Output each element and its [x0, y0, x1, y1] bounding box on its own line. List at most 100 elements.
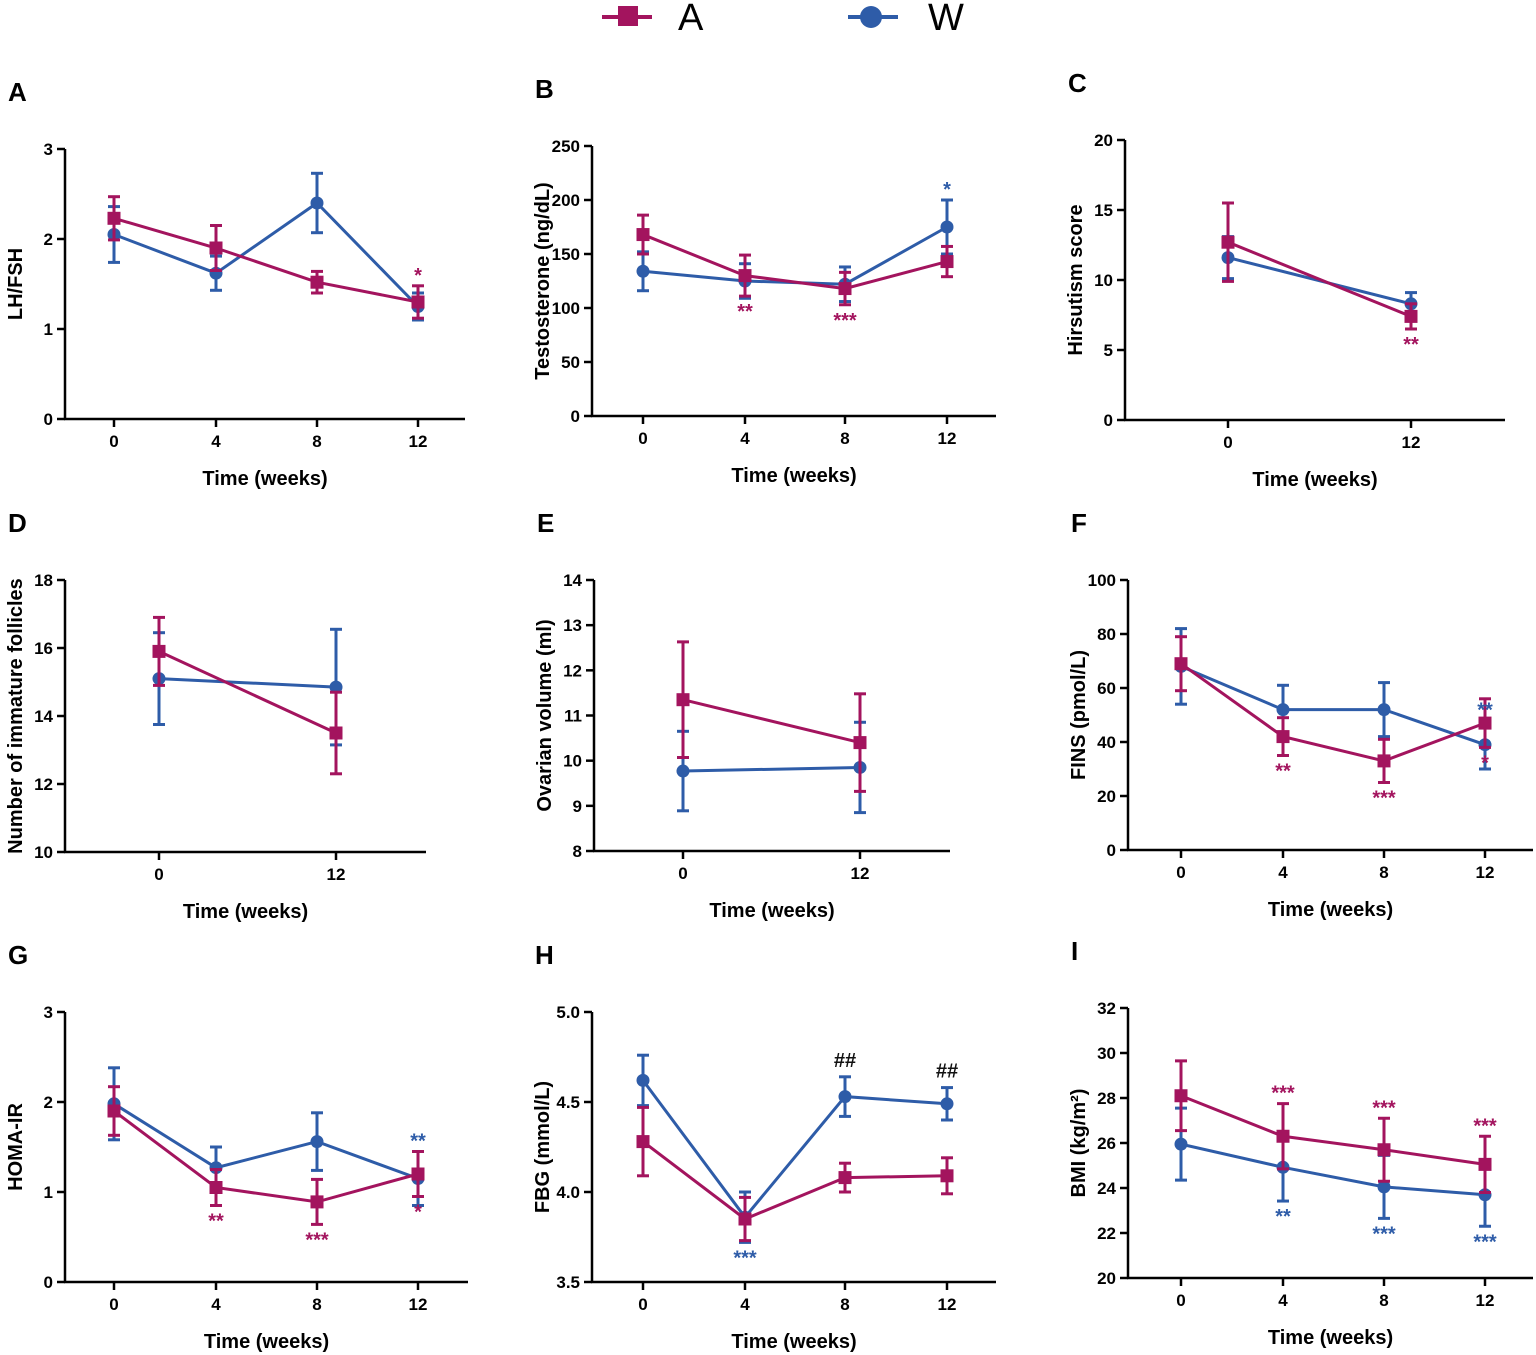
panel-e-ytick-label: 8	[573, 842, 582, 861]
panel-f: F 0 20 40 60 80 100 0 4 8 12 Time (weeks) FINS (pmol…	[1068, 508, 1533, 921]
panel-c-series-a	[1221, 201, 1418, 331]
panel-f-series-a-point	[1377, 754, 1391, 768]
panel-c-ytick-label: 15	[1094, 201, 1113, 220]
panel-f-ytick-label: 0	[1107, 841, 1116, 860]
panel-b-ytick-label: 100	[552, 299, 580, 318]
panel-d-xlabel: Time (weeks)	[183, 901, 308, 923]
panel-f-xlabel: Time (weeks)	[1268, 899, 1393, 921]
panel-b-annotation: ***	[833, 310, 857, 332]
panel-c-letter: C	[1068, 68, 1087, 98]
panel-i-xtick-label: 8	[1379, 1291, 1388, 1310]
panel-g-ytick-label: 2	[44, 1093, 53, 1112]
panel-i-annotation: ***	[1473, 1231, 1497, 1253]
panel-e-series-a	[676, 640, 867, 793]
panel-f-xtick-label: 8	[1379, 863, 1388, 882]
panel-b-ytick-label: 0	[571, 407, 580, 426]
panel-e-series-a-point	[853, 736, 867, 750]
panel-e-xtick-label: 12	[851, 864, 870, 883]
panel-h-series-a-point	[636, 1135, 650, 1149]
panel-e-letter: E	[537, 508, 554, 538]
panel-e-series-a-point	[676, 693, 690, 707]
panel-h-annotation: ##	[834, 1050, 856, 1072]
panel-b-xtick-label: 0	[638, 429, 647, 448]
panel-f-letter: F	[1071, 508, 1087, 538]
panel-i-annotation: ***	[1372, 1223, 1396, 1245]
panel-f-annotation: **	[1477, 699, 1493, 721]
legend-item-w: W	[848, 0, 964, 39]
panel-g-ytick-label: 0	[44, 1273, 53, 1292]
panel-i-ytick-label: 26	[1097, 1134, 1116, 1153]
panel-c-ytick-label: 20	[1094, 131, 1113, 150]
panel-b-xtick-label: 4	[740, 429, 750, 448]
panel-g-series-a-point	[411, 1167, 425, 1181]
panel-a-letter: A	[8, 77, 27, 107]
panel-b-xtick-label: 8	[840, 429, 849, 448]
panel-f-ytick-label: 40	[1097, 733, 1116, 752]
panel-g-xtick-label: 4	[211, 1295, 221, 1314]
panel-a-series-w-line	[113, 201, 420, 308]
panel-b-ytick-label: 50	[561, 353, 580, 372]
panel-h-series-a-point	[940, 1169, 954, 1183]
panel-b-annotation: **	[737, 301, 753, 323]
panel-e-series-w-point	[676, 764, 690, 778]
panel-h-xtick-label: 4	[740, 1295, 750, 1314]
panel-i-series-w-point	[1174, 1137, 1188, 1151]
panel-h-series-a-point	[838, 1171, 852, 1185]
panel-i-xtick-label: 12	[1476, 1291, 1495, 1310]
panel-g-series-a-line	[113, 1109, 419, 1204]
panel-a-ytick-label: 0	[44, 410, 53, 429]
legend-label-w: W	[928, 0, 964, 39]
panel-f-annotation: ***	[1372, 788, 1396, 810]
panel-d: D 10 12 14 16 18 0 12 Time (weeks) Number of imma…	[5, 508, 426, 923]
panel-c-ytick-label: 10	[1094, 271, 1113, 290]
panel-a-series-w-point	[310, 196, 324, 210]
panel-a-series-a-point	[107, 211, 121, 225]
panel-f-ytick-label: 20	[1097, 787, 1116, 806]
panel-e: E 8 9 10 11 12 13 14 0 12 Time (weeks) Ovarian volu…	[534, 508, 950, 922]
panel-g-series-a	[107, 1085, 425, 1226]
panel-f-series-a-point	[1478, 716, 1492, 730]
panel-a-ylabel: LH/FSH	[5, 248, 27, 320]
panel-b-series-a-point	[940, 255, 954, 269]
panel-h-ytick-label: 3.5	[556, 1273, 580, 1292]
panel-b-ytick-label: 250	[552, 137, 580, 156]
panel-a-annotation: *	[414, 265, 422, 287]
panel-h-series-a-line	[642, 1140, 948, 1221]
panel-g-series-w-line	[113, 1102, 419, 1180]
panel-i-annotation: ***	[1271, 1083, 1295, 1105]
panel-a-ytick-label: 1	[44, 320, 53, 339]
panel-i-series-a-point	[1276, 1129, 1290, 1143]
panel-h-series-w-line	[641, 1079, 948, 1220]
panel-f-xtick-label: 0	[1176, 863, 1185, 882]
panel-i-xlabel: Time (weeks)	[1268, 1327, 1393, 1349]
panel-h-ylabel: FBG (mmol/L)	[532, 1081, 554, 1213]
panel-e-xlabel: Time (weeks)	[709, 900, 834, 922]
panel-a-ytick-label: 2	[44, 230, 53, 249]
panel-g-letter: G	[8, 940, 28, 970]
panel-d-series-w	[152, 627, 343, 747]
panel-b-series-w-point	[940, 220, 954, 234]
panel-e-xtick-label: 0	[678, 864, 687, 883]
panel-c-xtick-label: 12	[1402, 433, 1421, 452]
panel-f-series-w-point	[1377, 703, 1391, 717]
panel-c-series-a-line	[1227, 240, 1412, 318]
panel-i-series-w	[1174, 1106, 1492, 1228]
panel-i-series-a-line	[1180, 1094, 1486, 1166]
panel-i-annotation: **	[1275, 1206, 1291, 1228]
panel-h-series-a	[636, 1105, 954, 1243]
panel-c-xlabel: Time (weeks)	[1252, 469, 1377, 491]
panel-f-series-w-line	[1180, 665, 1486, 747]
panel-i-annotation: ***	[1473, 1115, 1497, 1137]
panel-f-ytick-label: 100	[1088, 571, 1116, 590]
panel-b-xlabel: Time (weeks)	[731, 465, 856, 487]
panel-d-series-a-point	[152, 644, 166, 658]
panel-c-ylabel: Hirsutism score	[1065, 204, 1087, 355]
panel-h-annotation: ***	[733, 1247, 757, 1269]
panel-b-letter: B	[535, 74, 554, 104]
panel-f-ytick-label: 60	[1097, 679, 1116, 698]
panel-g-annotation: **	[208, 1211, 224, 1233]
panel-b: B 0 50 100 150 200 250 0 4 8 12 Time (weeks) Testost…	[532, 74, 996, 487]
panel-e-ytick-label: 12	[563, 661, 582, 680]
